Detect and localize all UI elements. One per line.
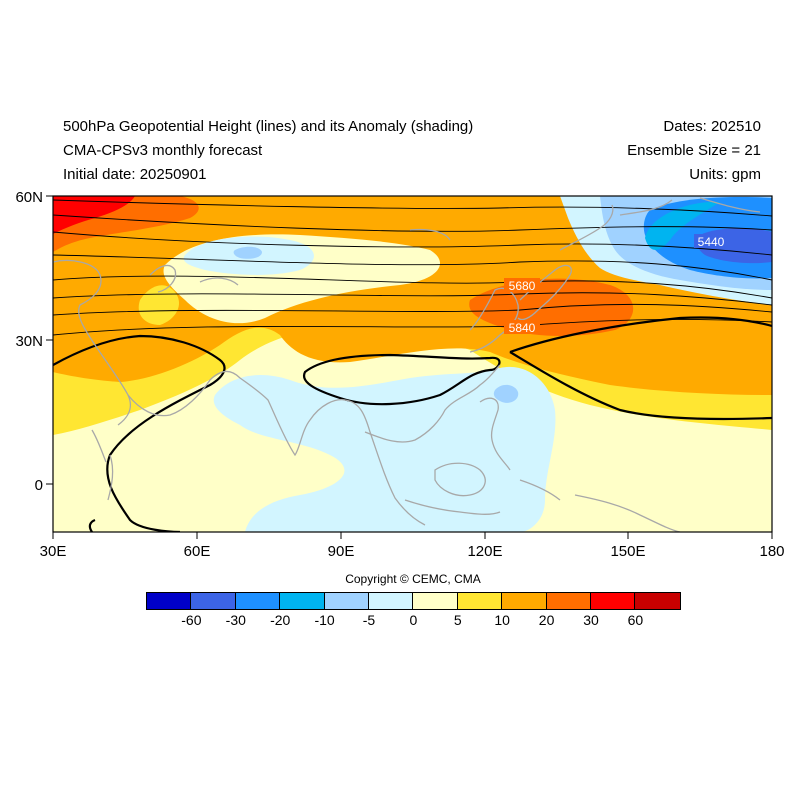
map-title: 500hPa Geopotential Height (lines) and i…: [63, 118, 474, 135]
colorbar-swatch: [413, 593, 458, 609]
colorbar-swatch: [147, 593, 192, 609]
colorbar-label: 5: [453, 612, 462, 628]
contour-label-5680: 5680: [509, 279, 536, 293]
axis-ticks: [46, 195, 773, 539]
colorbar-swatch: [368, 593, 414, 609]
colorbar-swatch: [280, 593, 325, 609]
initial-date: Initial date: 20250901: [63, 166, 207, 183]
lat-label-0: 0: [35, 477, 43, 494]
colorbar-swatch: [590, 593, 636, 609]
colorbar: [146, 592, 681, 610]
copyright-notice: Copyright © CEMC, CMA: [345, 572, 481, 586]
colorbar-swatch: [324, 593, 369, 609]
colorbar-label: -30: [225, 612, 246, 628]
contour-label-5440: 5440: [698, 235, 725, 249]
coastlines: [53, 197, 761, 532]
contour-label-5840: 5840: [509, 321, 536, 335]
colorbar-swatch: [546, 593, 591, 609]
colorbar-label: -20: [270, 612, 291, 628]
lat-label-60n: 60N: [15, 189, 43, 206]
lat-label-30n: 30N: [15, 333, 43, 350]
colorbar-label: 20: [538, 612, 555, 628]
colorbar-label: 10: [494, 612, 510, 628]
anomaly-shading: [53, 196, 772, 532]
contour-labels: 5440 5680 5840: [504, 234, 728, 335]
axis-labels: 60N 30N 0 30E 60E 90E 120E 150E 180: [15, 189, 784, 560]
colorbar-swatch: [191, 593, 236, 609]
colorbar-swatch: [635, 593, 680, 609]
colorbar-label: 0: [409, 612, 418, 628]
colorbar-label: 60: [627, 612, 644, 628]
contour-5880: [53, 316, 772, 532]
colorbar-swatch: [457, 593, 503, 609]
colorbar-swatch: [502, 593, 547, 609]
forecast-dates: Dates: 202510: [663, 118, 761, 135]
colorbar-swatch: [235, 593, 281, 609]
colorbar-label: -10: [314, 612, 335, 628]
model-name: CMA-CPSv3 monthly forecast: [63, 142, 263, 159]
ensemble-size: Ensemble Size = 21: [627, 142, 761, 159]
colorbar-label: -5: [362, 612, 376, 628]
height-contours: [53, 199, 772, 336]
lon-label-60e: 60E: [184, 543, 211, 560]
lon-label-150e: 150E: [610, 543, 645, 560]
lon-label-30e: 30E: [40, 543, 67, 560]
colorbar-label: 30: [583, 612, 599, 628]
map-frame: [52, 195, 773, 533]
lon-label-90e: 90E: [328, 543, 355, 560]
lon-label-180: 180: [759, 543, 784, 560]
units-label: Units: gpm: [689, 166, 761, 183]
colorbar-label: -60: [181, 612, 202, 628]
lon-label-120e: 120E: [467, 543, 502, 560]
